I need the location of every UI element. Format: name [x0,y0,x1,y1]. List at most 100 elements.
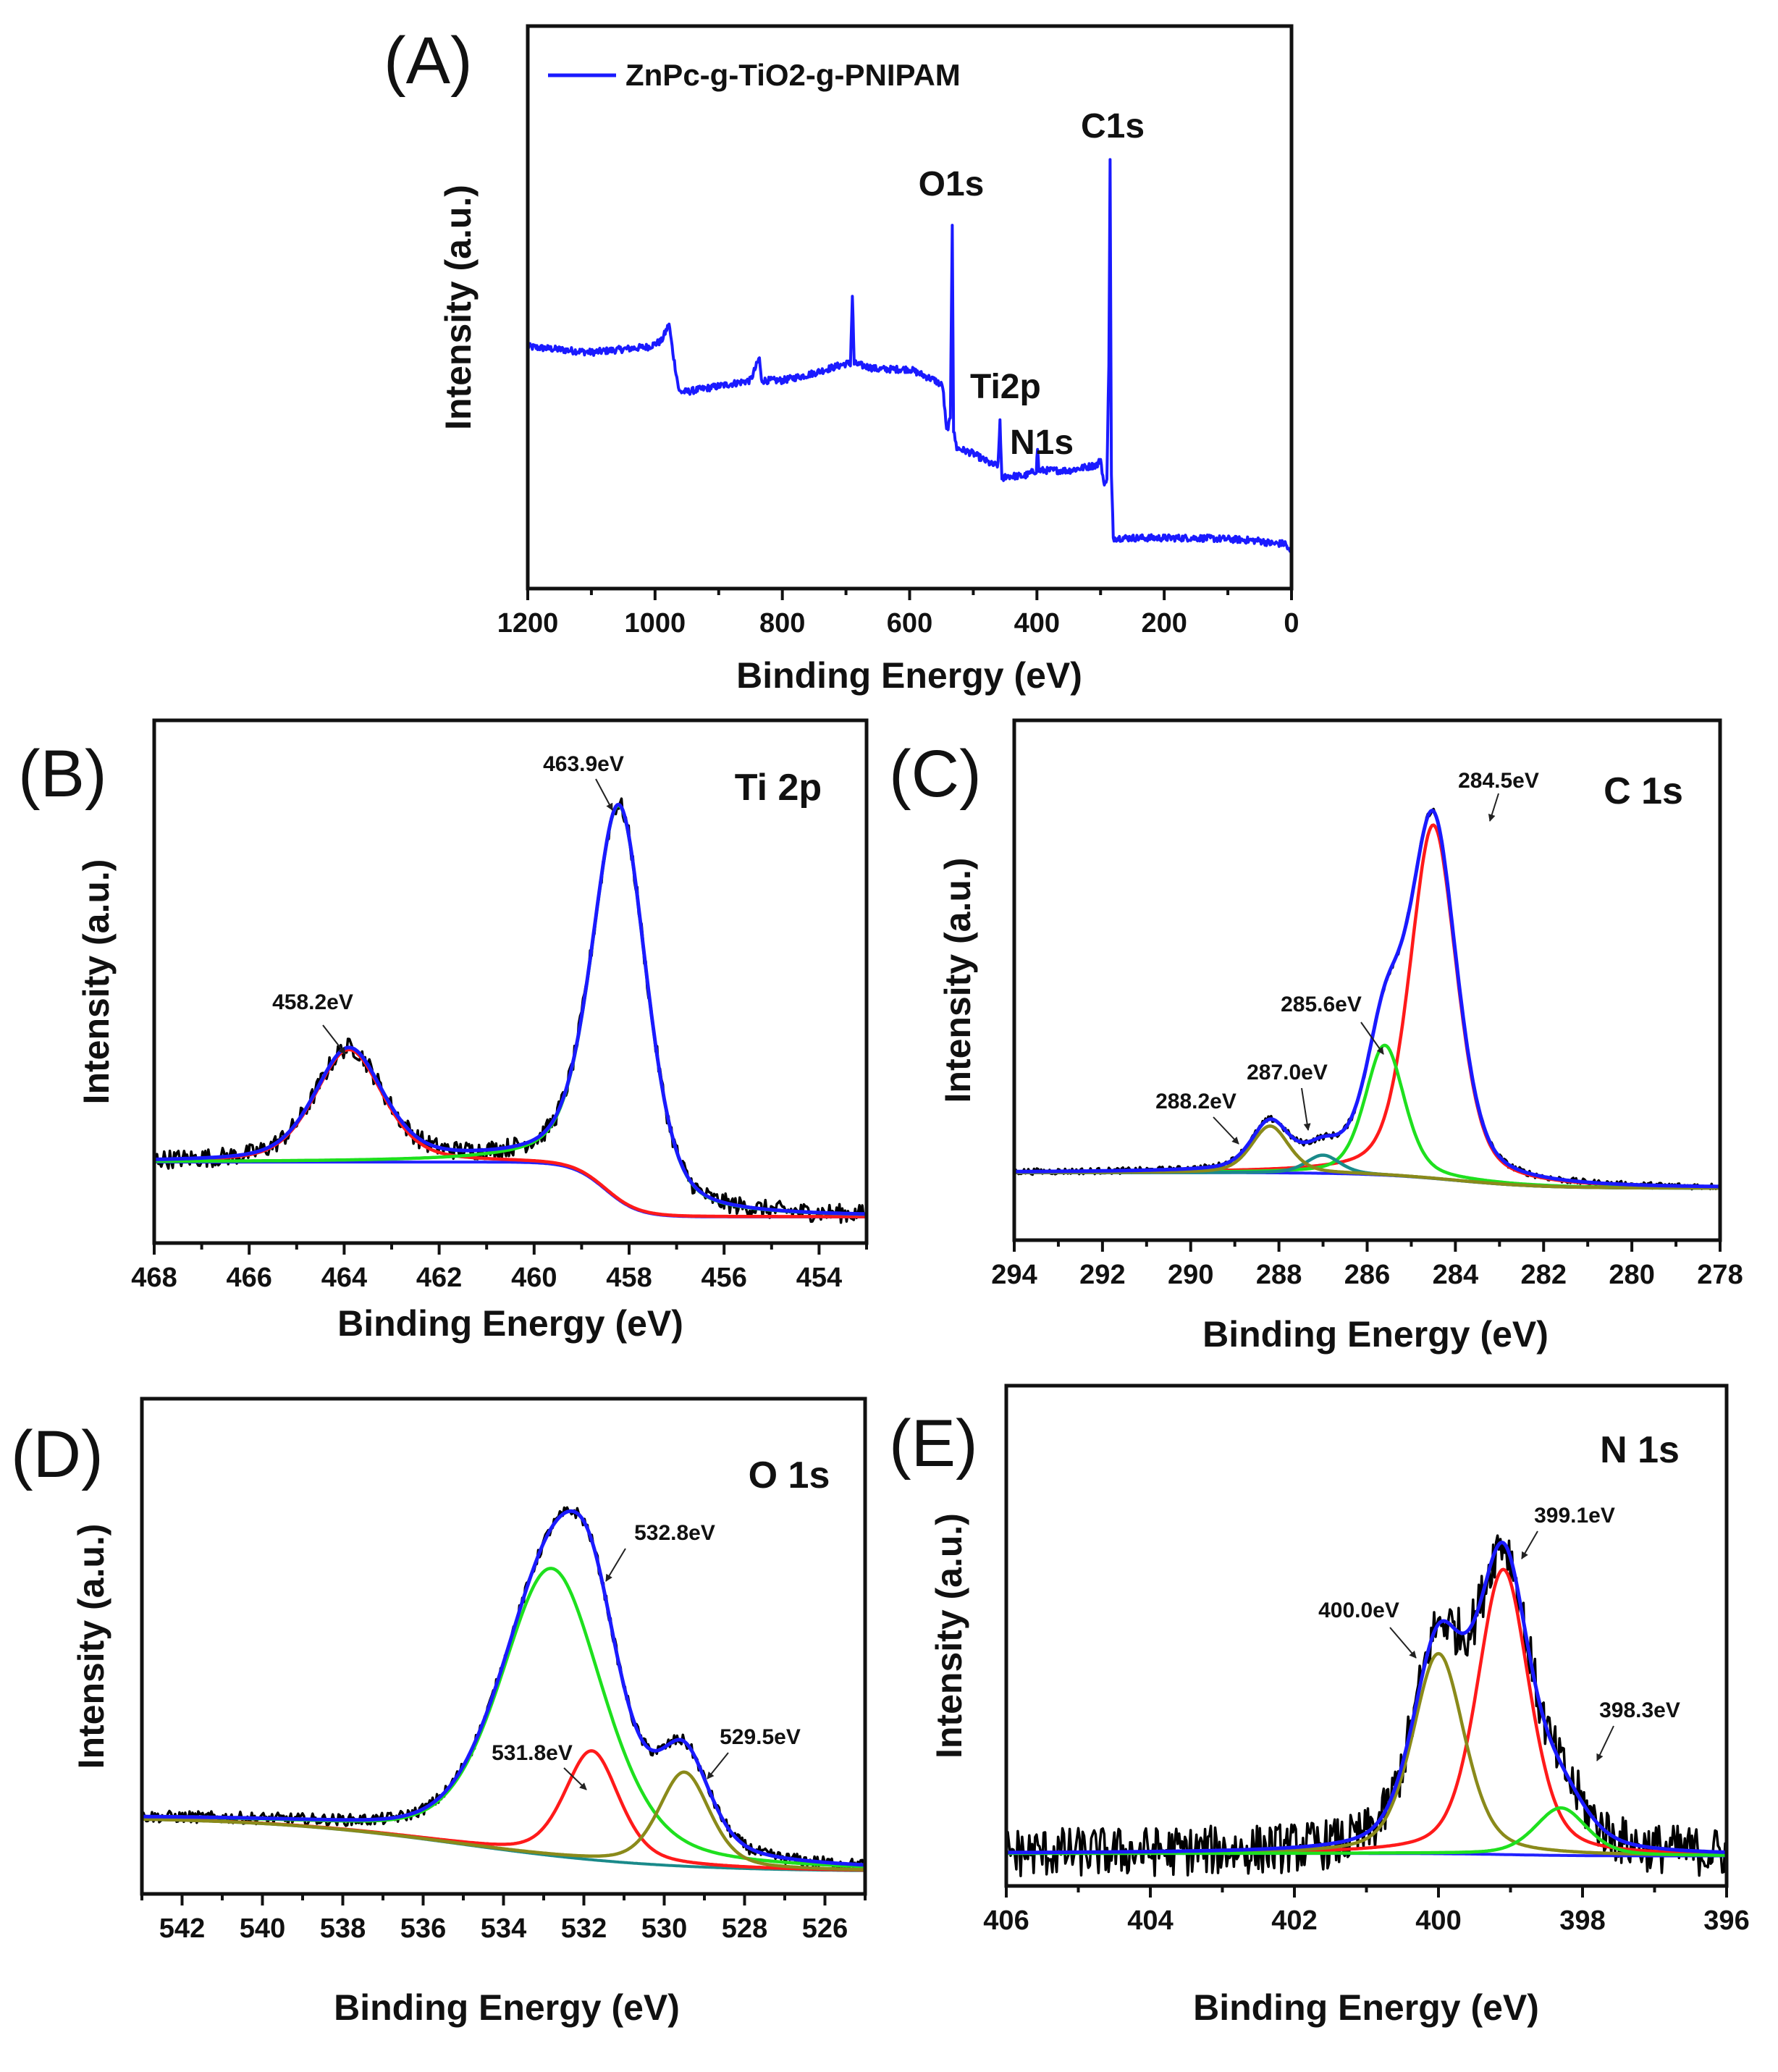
x-tick-label: 402 [1271,1905,1317,1936]
panel-title: Ti 2p [735,767,822,809]
x-tick-label: 280 [1609,1260,1654,1290]
panel-A: ZnPc-g-TiO2-g-PNIPAM O1s C1s Ti2p N1s 1200 100… [384,24,1299,696]
x-tick-label: 462 [416,1263,462,1293]
annotation-arrow [1389,1627,1417,1659]
x-tick-label: 406 [983,1905,1029,1936]
panel-letter: (C) [889,737,982,811]
y-axis-label: Intensity (a.u.) [938,858,978,1103]
plot-area [1006,1534,1727,1877]
x-tick-label: 454 [796,1263,842,1293]
x-tick-label: 400 [1415,1905,1461,1936]
fit-envelope-line [154,802,867,1216]
x-axis-label: Binding Energy (eV) [736,655,1082,696]
legend-label: ZnPc-g-TiO2-g-PNIPAM [625,58,961,92]
x-tick-label: 0 [1284,608,1299,639]
x-tick-label: 282 [1521,1260,1567,1290]
y-axis-label: Intensity (a.u.) [929,1513,969,1759]
x-tick-label: 528 [722,1913,767,1944]
x-tick-label: 460 [511,1263,557,1293]
x-tick-label: 530 [641,1913,687,1944]
panel-title: C 1s [1604,770,1683,812]
peak-annotation: 400.0eV [1318,1599,1399,1622]
annotation-arrow [1301,1087,1311,1131]
fit-envelope-line [1014,809,1720,1189]
peak-label-n1s: N1s [1010,424,1074,462]
peak-annotation: 287.0eV [1247,1061,1328,1085]
peak-label-ti2p: Ti2p [970,368,1041,406]
x-tick-label: 288 [1256,1260,1302,1290]
annotation-arrow [1596,1725,1614,1761]
x-axis-label: Binding Energy (eV) [1193,1987,1539,2028]
panel-C: C 1s 284.5eV 285.6eV 287.0eV 288.2eV 294 292 29… [889,718,1743,1355]
x-tick-label: 458 [606,1263,652,1293]
peak-annotation: 399.1eV [1534,1504,1615,1528]
x-axis-label: Binding Energy (eV) [337,1303,683,1344]
x-tick-label: 286 [1344,1260,1390,1290]
annotation-arrow [563,1767,587,1790]
annotation-arrow [1521,1530,1538,1559]
x-tick-label: 526 [802,1913,848,1944]
peak-annotation: 398.3eV [1599,1698,1680,1722]
peak-label-o1s: O1s [919,165,985,203]
survey-spectrum-line [528,158,1292,555]
x-tick-label: 1000 [625,608,686,639]
annotation-arrow [605,1548,626,1582]
raw-spectrum-line [1006,1534,1727,1877]
panel-letter: (D) [11,1418,104,1491]
x-tick-label: 538 [320,1913,366,1944]
x-tick-label: 278 [1697,1260,1743,1290]
annotation-arrow [1360,1022,1384,1055]
plot-area [154,797,867,1224]
fit-envelope-line [1006,1541,1727,1855]
x-tick-label: 292 [1079,1260,1125,1290]
x-tick-label: 466 [226,1263,271,1293]
y-axis-label: Intensity (a.u.) [76,859,117,1105]
x-tick-label: 542 [159,1913,205,1944]
panel-title: N 1s [1600,1429,1680,1471]
x-tick-label: 290 [1168,1260,1213,1290]
x-tick-label: 464 [321,1263,367,1293]
peak-annotation: 285.6eV [1281,993,1362,1016]
x-tick-label: 540 [240,1913,285,1944]
annotation-arrow [322,1024,346,1055]
annotation-arrow [1213,1116,1239,1145]
panel-letter: (B) [18,737,107,811]
x-tick-label: 398 [1559,1905,1605,1936]
peak-annotation: 531.8eV [492,1741,573,1765]
x-tick-label: 400 [1014,608,1060,639]
x-axis-label: Binding Energy (eV) [334,1987,680,2028]
annotation-arrow [707,1752,729,1780]
panel-title: O 1s [749,1454,830,1496]
peak-annotation: 288.2eV [1155,1090,1236,1113]
x-tick-label: 396 [1703,1905,1749,1936]
peak-annotation: 284.5eV [1458,769,1539,793]
y-axis-label: Intensity (a.u.) [438,185,479,430]
fit-component-529-5eV [142,1770,865,1871]
panel-D: O 1s 532.8eV 531.8eV 529.5eV 542 540 538 536 534… [11,1397,867,2028]
x-tick-label: 468 [131,1263,177,1293]
panel-letter: (A) [384,24,473,98]
x-tick-label: 294 [991,1260,1037,1290]
x-tick-label: 800 [759,608,805,639]
panel-E: N 1s 399.1eV 400.0eV 398.3eV 406 404 402 400 398… [889,1384,1750,2028]
fit-envelope-line [142,1509,865,1867]
x-tick-label: 284 [1433,1260,1478,1290]
plot-area [1014,807,1720,1191]
x-tick-label: 404 [1127,1905,1173,1936]
x-tick-label: 536 [400,1913,446,1944]
annotation-arrow [595,778,613,811]
panel-B: Ti 2p 463.9eV 458.2eV 468 466 464 462 460 458 456… [18,718,869,1344]
x-axis-label: Binding Energy (eV) [1202,1314,1549,1355]
x-tick-label: 532 [561,1913,607,1944]
peak-annotation: 532.8eV [634,1521,715,1545]
x-tick-label: 534 [481,1913,526,1944]
x-tick-label: 600 [887,608,932,639]
x-tick-label: 1200 [497,608,559,639]
panel-letter: (E) [889,1407,978,1481]
annotation-arrow [1488,793,1499,822]
peak-annotation: 529.5eV [720,1725,801,1749]
peak-annotation: 458.2eV [272,990,353,1014]
plot-area [528,158,1292,555]
